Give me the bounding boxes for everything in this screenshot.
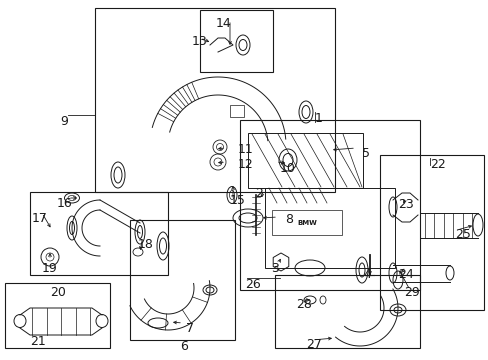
Bar — [229, 105, 244, 117]
Bar — [247, 133, 362, 188]
Text: 1: 1 — [314, 112, 322, 125]
Text: 3: 3 — [270, 262, 278, 275]
Text: 9: 9 — [60, 115, 68, 128]
Text: 27: 27 — [305, 338, 321, 351]
Text: 29: 29 — [403, 286, 419, 299]
Text: 15: 15 — [229, 194, 245, 207]
Text: 26: 26 — [244, 278, 260, 291]
Text: 4: 4 — [362, 268, 370, 281]
Text: 8: 8 — [285, 213, 292, 226]
Text: 18: 18 — [138, 238, 154, 251]
Bar — [95, 8, 334, 192]
Text: 19: 19 — [42, 262, 58, 275]
Text: 6: 6 — [180, 340, 187, 353]
Text: 5: 5 — [361, 147, 369, 160]
Text: 16: 16 — [57, 197, 73, 210]
Bar — [130, 220, 235, 340]
Text: 17: 17 — [32, 212, 48, 225]
Text: 11: 11 — [238, 143, 253, 156]
Bar — [200, 10, 272, 72]
Text: 7: 7 — [185, 322, 194, 335]
Bar — [274, 275, 419, 348]
Text: 14: 14 — [216, 17, 231, 30]
Bar — [240, 120, 419, 290]
Text: 23: 23 — [397, 198, 413, 211]
Bar — [5, 283, 110, 348]
Bar — [264, 188, 394, 268]
Text: 2: 2 — [254, 187, 263, 200]
Text: BMW: BMW — [296, 220, 316, 226]
Text: 12: 12 — [238, 158, 253, 171]
Bar — [271, 210, 341, 235]
Text: 20: 20 — [50, 286, 66, 299]
Text: 13: 13 — [192, 35, 207, 48]
Bar — [379, 155, 483, 310]
Text: 22: 22 — [429, 158, 445, 171]
Text: 25: 25 — [454, 228, 470, 241]
Bar — [30, 192, 168, 275]
Text: 24: 24 — [397, 268, 413, 281]
Text: 28: 28 — [295, 298, 311, 311]
Text: 10: 10 — [280, 162, 295, 175]
Text: 21: 21 — [30, 335, 46, 348]
